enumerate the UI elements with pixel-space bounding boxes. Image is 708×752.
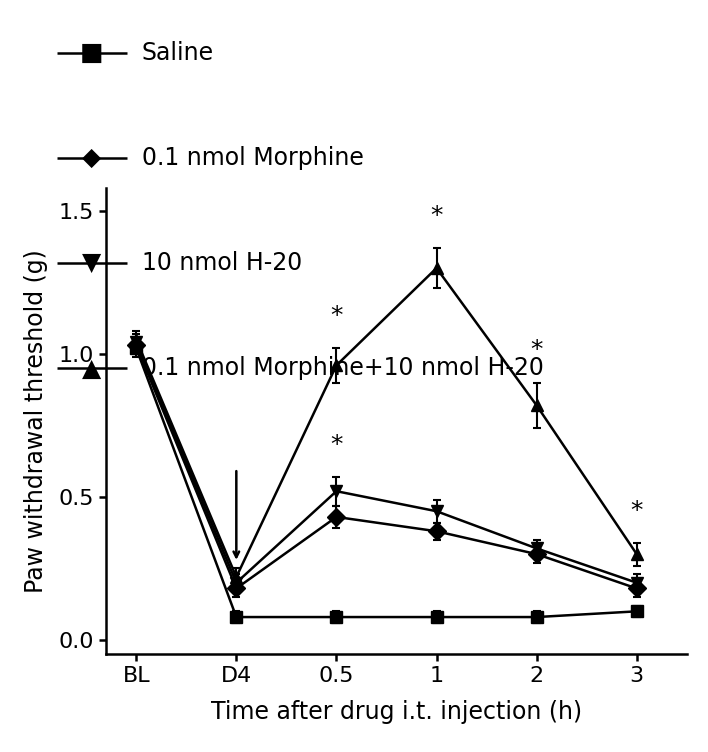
Text: 0.1 nmol Morphine+10 nmol H-20: 0.1 nmol Morphine+10 nmol H-20 (142, 356, 544, 381)
Text: *: * (330, 304, 343, 328)
Text: *: * (330, 433, 343, 457)
Y-axis label: Paw withdrawal threshold (g): Paw withdrawal threshold (g) (24, 249, 47, 593)
Text: ▼: ▼ (82, 251, 102, 275)
Text: ▲: ▲ (82, 356, 102, 381)
Text: 10 nmol H-20: 10 nmol H-20 (142, 251, 302, 275)
Text: 0.1 nmol Morphine: 0.1 nmol Morphine (142, 146, 363, 170)
Text: *: * (631, 499, 643, 523)
Text: *: * (430, 204, 442, 228)
Text: Saline: Saline (142, 41, 214, 65)
X-axis label: Time after drug i.t. injection (h): Time after drug i.t. injection (h) (211, 700, 582, 724)
Text: ■: ■ (80, 41, 104, 65)
Text: *: * (530, 338, 543, 362)
Text: ◆: ◆ (82, 146, 102, 170)
